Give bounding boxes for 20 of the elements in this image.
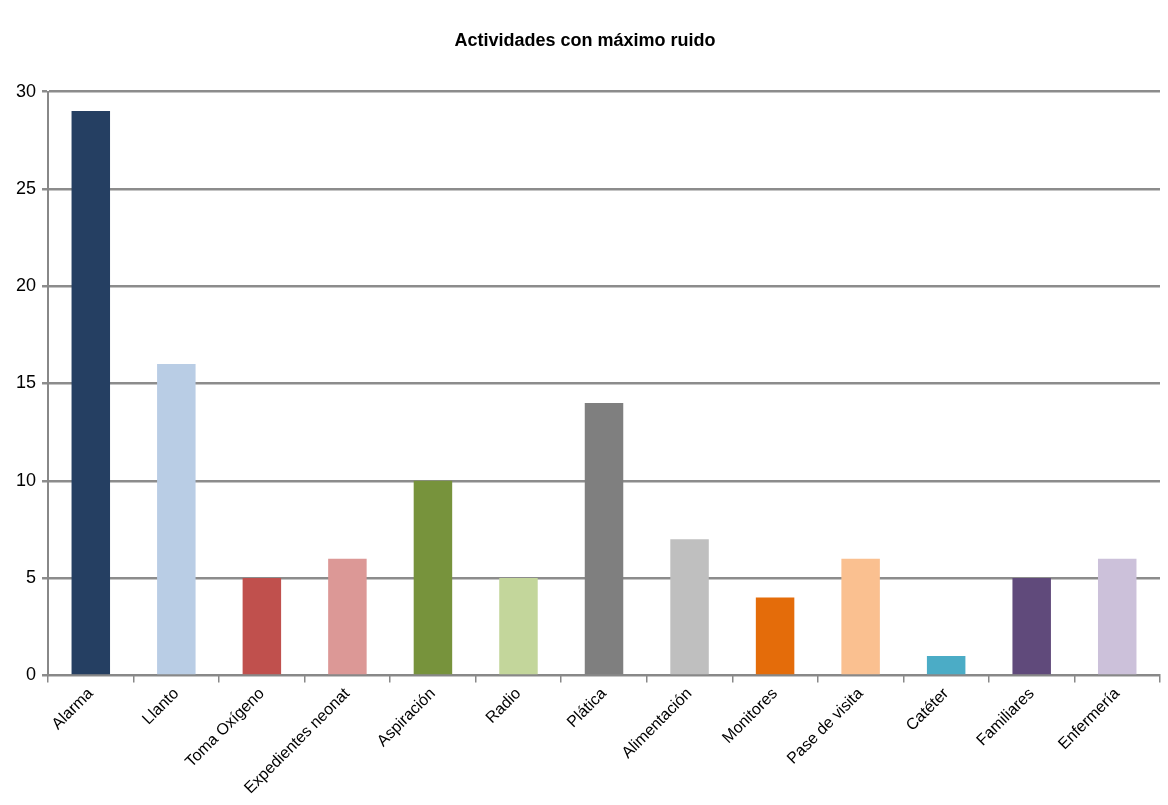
bar <box>755 597 795 675</box>
y-tick-label: 20 <box>15 275 37 296</box>
y-tick-label: 15 <box>15 372 37 393</box>
bar <box>71 111 111 675</box>
bar <box>242 578 282 675</box>
bar <box>670 539 709 675</box>
bar <box>157 364 196 675</box>
y-tick-label: 5 <box>26 567 37 588</box>
y-tick-label: 30 <box>15 80 37 101</box>
bar <box>926 655 966 675</box>
bar <box>413 480 453 675</box>
bar <box>1097 558 1137 675</box>
chart-title: Actividades con máximo ruido <box>454 29 716 50</box>
bar <box>841 558 880 675</box>
y-tick-label: 10 <box>15 469 37 490</box>
bar <box>328 558 367 675</box>
bar <box>1012 578 1051 675</box>
y-tick-label: 25 <box>15 177 37 198</box>
bar <box>499 578 538 675</box>
y-tick-label: 0 <box>26 664 37 685</box>
